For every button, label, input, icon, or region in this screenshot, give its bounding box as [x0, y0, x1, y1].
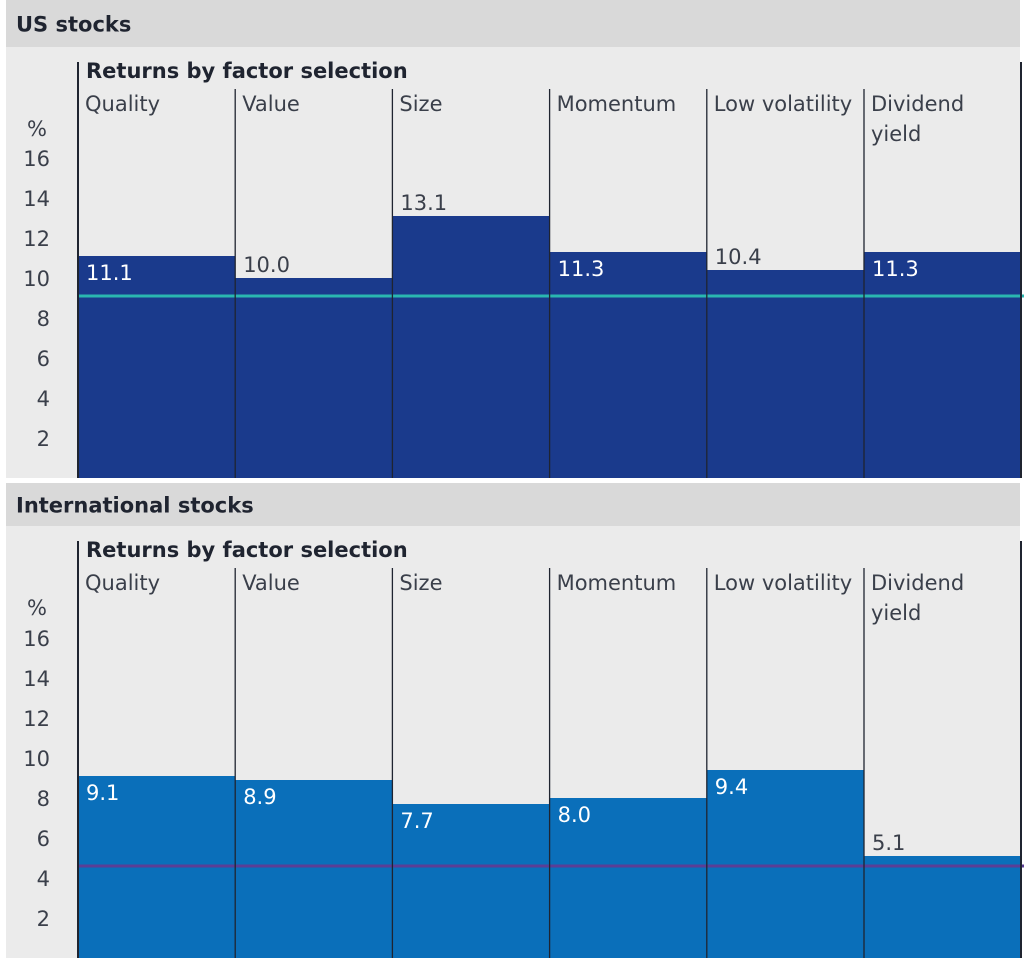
y-axis-unit-label: % — [27, 596, 47, 620]
y-tick-label: 2 — [37, 907, 50, 931]
value-label: 9.1 — [86, 781, 119, 805]
section-title: International stocks — [16, 494, 254, 518]
category-label: Size — [399, 92, 442, 116]
category-label: Size — [399, 571, 442, 595]
value-label: 11.1 — [86, 261, 133, 285]
category-label: Value — [242, 92, 300, 116]
category-label: Low volatility — [714, 571, 852, 595]
category-label: Momentum — [557, 571, 677, 595]
category-label: Dividend — [871, 92, 964, 116]
section-header — [6, 0, 1020, 47]
category-label: yield — [871, 122, 921, 146]
y-tick-label: 12 — [23, 227, 50, 251]
y-tick-label: 8 — [37, 307, 50, 331]
bar-value — [235, 780, 393, 958]
section-title: US stocks — [16, 13, 131, 37]
chart-title: Returns by factor selection — [86, 538, 408, 562]
y-tick-label: 4 — [37, 387, 50, 411]
bar-size — [392, 216, 550, 478]
bar-size — [392, 804, 550, 958]
category-label: Momentum — [557, 92, 677, 116]
category-label: yield — [871, 601, 921, 625]
chart-title: Returns by factor selection — [86, 59, 408, 83]
bar-quality — [78, 256, 236, 478]
y-tick-label: 8 — [37, 787, 50, 811]
value-label: 10.4 — [715, 245, 762, 269]
bar-value — [235, 278, 393, 478]
y-tick-label: 16 — [23, 147, 50, 171]
y-tick-label: 4 — [37, 867, 50, 891]
value-label: 9.4 — [715, 775, 748, 799]
value-label: 11.3 — [558, 257, 605, 281]
y-tick-label: 14 — [23, 187, 50, 211]
category-label: Quality — [85, 92, 160, 116]
value-label: 13.1 — [400, 191, 447, 215]
value-label: 5.1 — [872, 831, 905, 855]
category-label: Low volatility — [714, 92, 852, 116]
category-label: Dividend — [871, 571, 964, 595]
value-label: 10.0 — [243, 253, 290, 277]
y-tick-label: 16 — [23, 627, 50, 651]
bar-low-volatility — [706, 270, 864, 478]
y-tick-label: 2 — [37, 427, 50, 451]
y-tick-label: 14 — [23, 667, 50, 691]
value-label: 8.0 — [558, 803, 591, 827]
y-tick-label: 10 — [23, 267, 50, 291]
value-label: 8.9 — [243, 785, 276, 809]
category-label: Quality — [85, 571, 160, 595]
bar-dividend-yield — [864, 856, 1022, 958]
y-tick-label: 10 — [23, 747, 50, 771]
y-axis-unit-label: % — [27, 117, 47, 141]
y-tick-label: 12 — [23, 707, 50, 731]
bar-low-volatility — [706, 770, 864, 958]
y-tick-label: 6 — [37, 827, 50, 851]
value-label: 11.3 — [872, 257, 919, 281]
y-tick-label: 6 — [37, 347, 50, 371]
section-header — [6, 483, 1020, 526]
category-label: Value — [242, 571, 300, 595]
value-label: 7.7 — [400, 809, 433, 833]
bar-dividend-yield — [864, 252, 1022, 478]
bar-momentum — [549, 798, 707, 958]
bar-momentum — [549, 252, 707, 478]
